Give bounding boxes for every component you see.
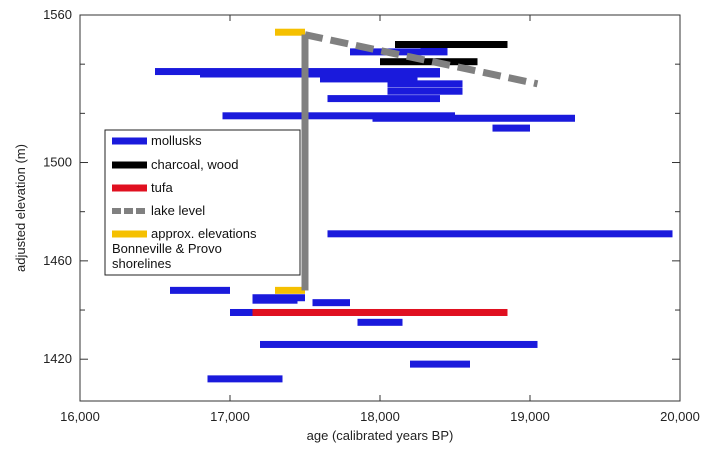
legend-box xyxy=(104,129,301,276)
legend-label: charcoal, wood xyxy=(151,157,238,172)
legend-swatch xyxy=(112,161,147,169)
shoreline-bar xyxy=(275,28,305,36)
mollusk-bar xyxy=(207,375,283,383)
legend-label: mollusks xyxy=(151,133,202,148)
mollusk-bar xyxy=(252,296,298,304)
mollusk-bar xyxy=(492,124,530,132)
y-axis-title: adjusted elevation (m) xyxy=(13,144,28,272)
mollusk-bar xyxy=(170,286,230,294)
x-tick-label: 17,000 xyxy=(210,409,250,424)
y-tick-label: 1460 xyxy=(43,253,72,268)
mollusk-bar xyxy=(387,87,463,95)
legend-label: tufa xyxy=(151,180,173,195)
x-tick-label: 18,000 xyxy=(360,409,400,424)
legend-swatch xyxy=(112,184,147,192)
mollusk-bar xyxy=(410,360,470,368)
mollusk-bar xyxy=(200,70,440,78)
charcoal-bar xyxy=(380,58,478,66)
charcoal-bar xyxy=(395,41,508,49)
x-axis-title: age (calibrated years BP) xyxy=(307,428,454,443)
mollusk-bar xyxy=(320,75,418,83)
x-tick-label: 16,000 xyxy=(60,409,100,424)
mollusk-bar xyxy=(312,299,350,307)
lake-level-line-dashed xyxy=(304,31,539,88)
mollusk-bar xyxy=(357,318,403,326)
legend-label: lake level xyxy=(151,203,205,218)
mollusk-bar xyxy=(372,114,575,122)
y-tick-label: 1420 xyxy=(43,351,72,366)
legend-swatch xyxy=(112,137,147,145)
legend-swatch xyxy=(112,230,147,238)
legend-label: approx. elevations Bonneville & Provo shor… xyxy=(112,226,257,271)
mollusk-bar xyxy=(327,230,673,238)
x-tick-label: 20,000 xyxy=(660,409,700,424)
mollusk-bar xyxy=(222,112,455,120)
y-tick-label: 1560 xyxy=(43,7,72,22)
y-tick-label: 1500 xyxy=(43,155,72,170)
mollusk-bar xyxy=(327,95,440,103)
mollusk-bar xyxy=(387,80,463,88)
tufa-bar xyxy=(252,308,508,316)
mollusk-bar xyxy=(260,340,538,348)
x-tick-label: 19,000 xyxy=(510,409,550,424)
shoreline-bar xyxy=(275,286,305,294)
